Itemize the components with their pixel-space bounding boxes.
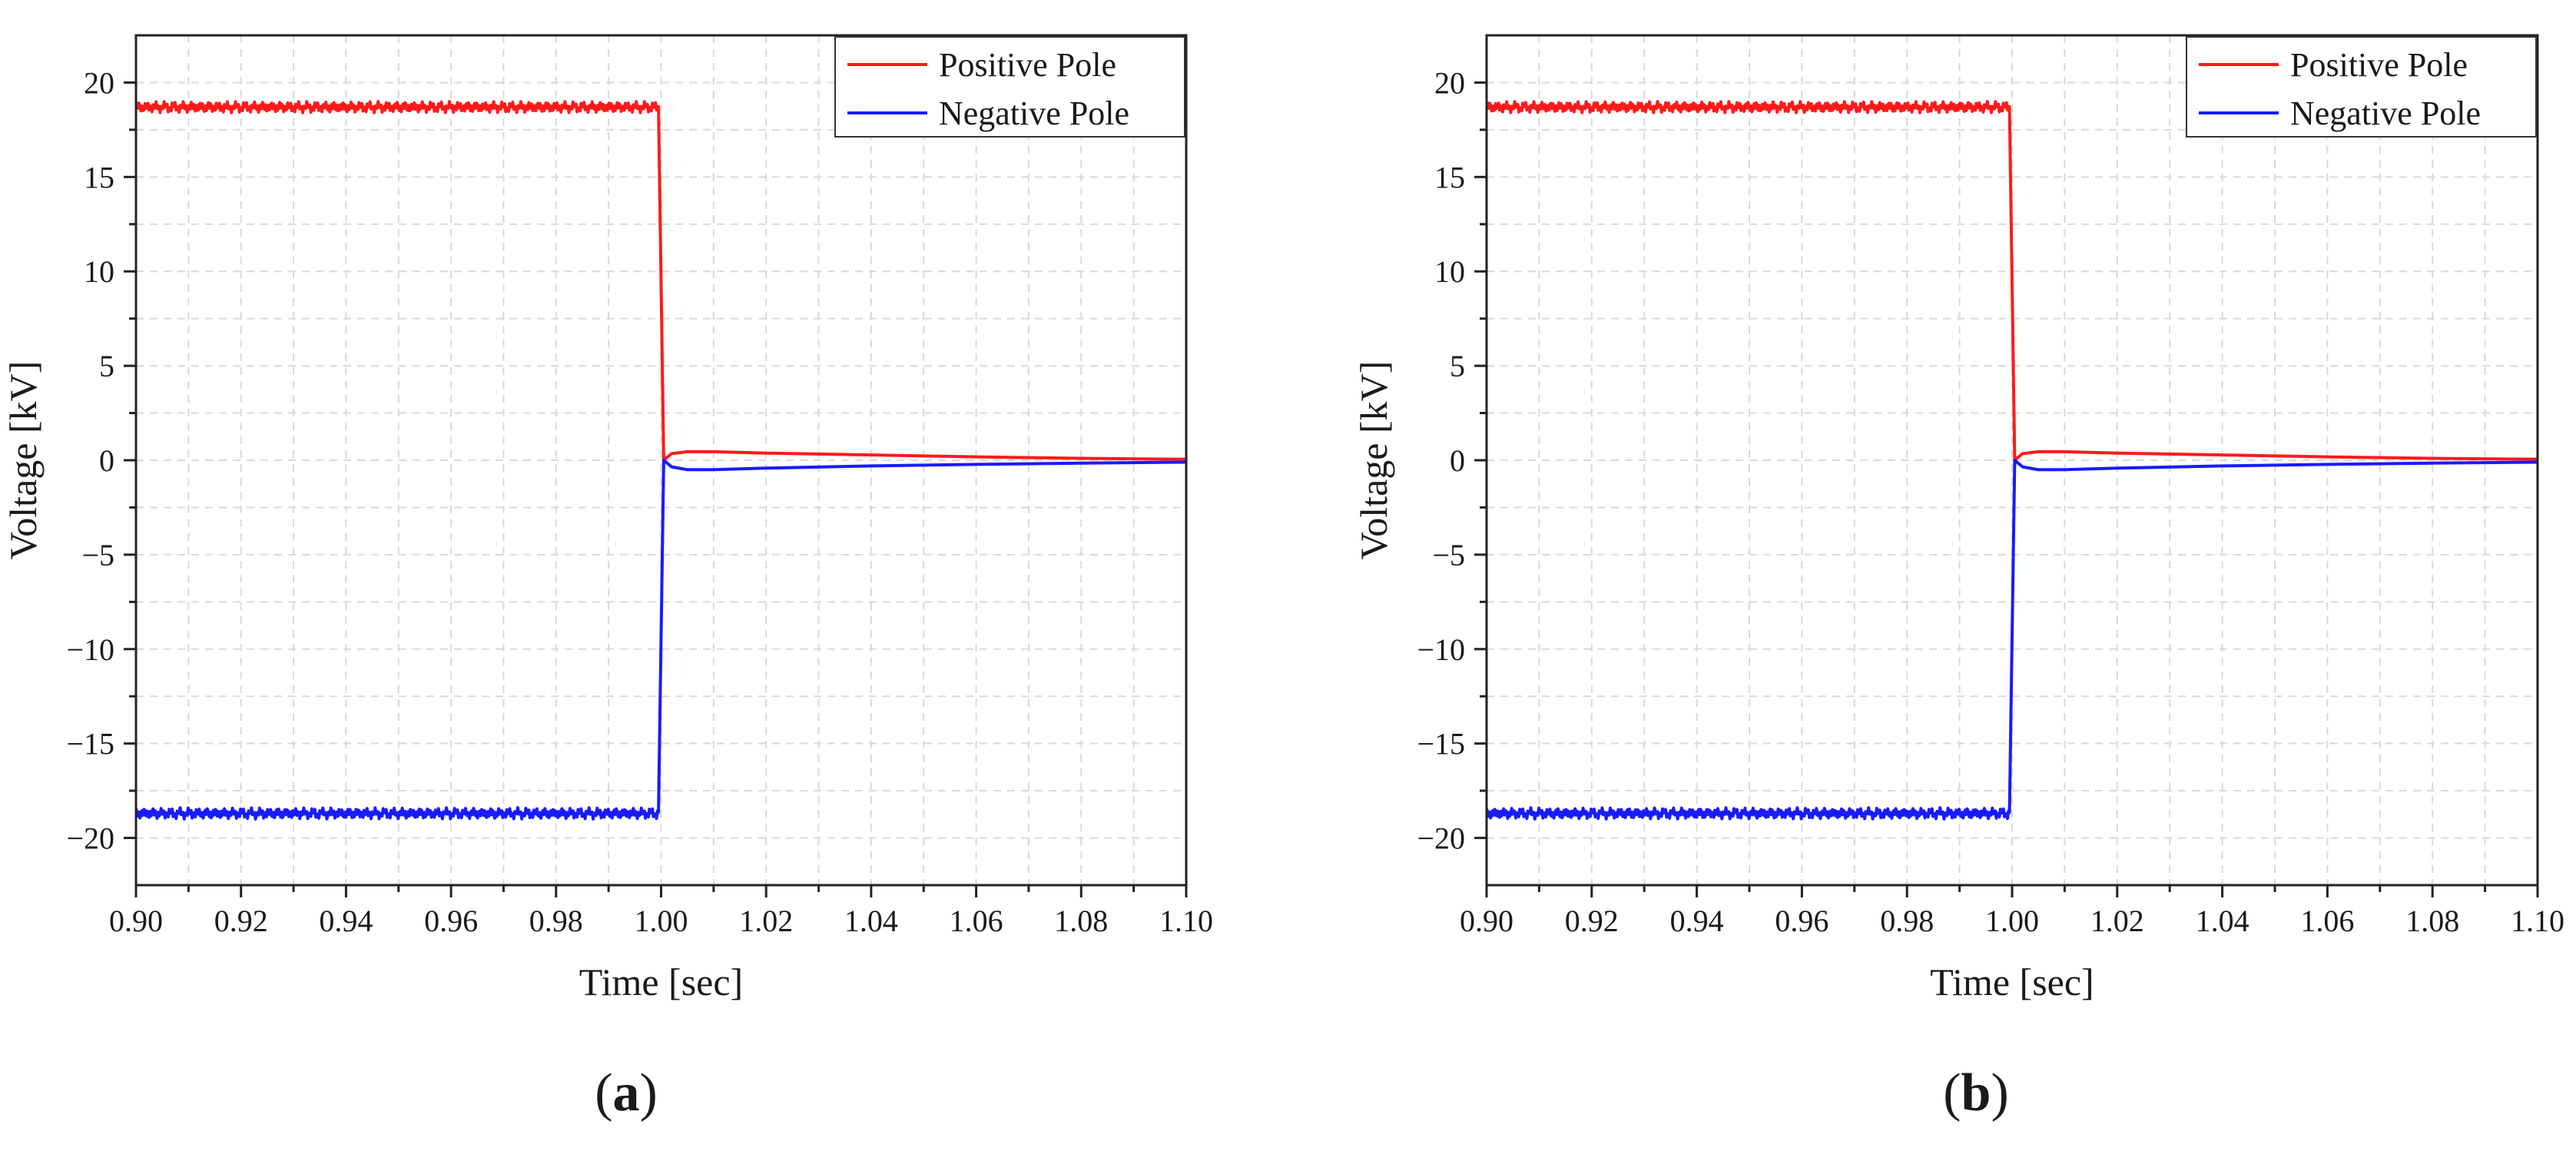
series-group — [1487, 100, 2538, 821]
y-tick-label: −5 — [81, 538, 114, 572]
y-tick-label: 20 — [84, 65, 114, 100]
legend-entry: Positive Pole — [939, 46, 1116, 84]
y-tick-label: −15 — [1417, 727, 1465, 761]
panel-label-open-paren: ( — [1943, 1063, 1961, 1123]
y-tick-label: 15 — [1434, 160, 1465, 194]
chart-panel-b: 0.90 0.92 0.94 0.96 0.98 1.00 1.02 1.04 1.06 1.08… — [1352, 34, 2564, 1123]
x-tick-label: 1.08 — [1054, 904, 1108, 938]
y-tick-label: 5 — [99, 349, 114, 383]
y-tick-label: −15 — [66, 727, 114, 761]
x-tick-label: 1.08 — [2405, 904, 2459, 938]
x-tick-label: 1.06 — [950, 904, 1003, 938]
x-tick-label: 1.00 — [1985, 904, 2039, 938]
y-tick-label: −20 — [1417, 821, 1465, 856]
x-tick-label: 1.04 — [2196, 904, 2249, 938]
gridlines — [1487, 35, 2538, 885]
y-tick-label: −10 — [66, 632, 114, 667]
x-axis: 0.90 0.92 0.94 0.96 0.98 1.00 1.02 1.04 1.06 1.08… — [1460, 885, 2564, 938]
panel-label-open-paren: ( — [595, 1063, 612, 1123]
panel-label: (b) — [1943, 1063, 2009, 1123]
y-tick-label: 5 — [1450, 349, 1465, 383]
x-tick-label: 0.98 — [1880, 904, 1934, 938]
x-tick-label: 0.94 — [1670, 904, 1724, 938]
panel-label-close-paren: ) — [1991, 1063, 2008, 1123]
legend-entry: Positive Pole — [2290, 46, 2468, 84]
y-tick-label: 15 — [84, 160, 114, 194]
x-axis-title: Time [sec] — [579, 960, 743, 1003]
y-axis-title: Voltage [kV] — [2, 361, 45, 560]
x-tick-label: 0.90 — [109, 904, 163, 938]
series-line-negative-pole — [136, 459, 1186, 821]
x-tick-label: 0.92 — [1565, 904, 1619, 938]
panel-label-letter: a — [613, 1063, 640, 1123]
y-tick-label: −10 — [1417, 632, 1465, 667]
x-tick-label: 1.06 — [2300, 904, 2354, 938]
x-axis-title: Time [sec] — [1930, 960, 2094, 1003]
y-tick-label: −5 — [1432, 538, 1465, 572]
x-tick-label: 0.90 — [1460, 904, 1513, 938]
legend: Positive Pole Negative Pole — [2186, 36, 2537, 138]
gridlines — [136, 35, 1186, 885]
panel-label: (a) — [595, 1063, 658, 1123]
panel-label-close-paren: ) — [640, 1063, 658, 1123]
x-axis: 0.90 0.92 0.94 0.96 0.98 1.00 1.02 1.04 1.06 1.08… — [109, 885, 1213, 938]
y-tick-label: 0 — [1450, 443, 1465, 478]
series-line-positive-pole — [1487, 100, 2538, 462]
x-tick-label: 1.04 — [844, 904, 898, 938]
series-line-positive-pole — [136, 100, 1186, 462]
x-tick-label: 0.94 — [319, 904, 373, 938]
chart-panel-a: 0.90 0.92 0.94 0.96 0.98 1.00 1.02 1.04 1.06 1.08… — [2, 34, 1213, 1123]
y-tick-label: 10 — [84, 254, 114, 289]
y-tick-label: −20 — [66, 821, 114, 856]
panel-label-letter: b — [1961, 1063, 1991, 1123]
x-tick-label: 0.96 — [1775, 904, 1828, 938]
y-tick-label: 10 — [1434, 254, 1465, 289]
legend: Positive Pole Negative Pole — [834, 36, 1185, 138]
x-tick-label: 1.10 — [2511, 904, 2564, 938]
y-axis: −20 −15 −10 −5 0 5 10 15 20 — [1417, 65, 1487, 856]
legend-entry: Negative Pole — [2290, 95, 2481, 132]
series-group — [136, 100, 1186, 821]
y-axis-title: Voltage [kV] — [1352, 361, 1395, 560]
x-tick-label: 0.98 — [529, 904, 583, 938]
x-tick-label: 1.02 — [2090, 904, 2144, 938]
x-tick-label: 1.00 — [635, 904, 688, 938]
series-line-negative-pole — [1487, 459, 2538, 821]
legend-entry: Negative Pole — [939, 95, 1129, 132]
x-tick-label: 1.02 — [739, 904, 793, 938]
legend-box — [834, 36, 1185, 138]
y-tick-label: 20 — [1434, 65, 1465, 100]
legend-box — [2186, 36, 2537, 138]
y-axis: −20 −15 −10 −5 0 5 10 15 20 — [66, 65, 136, 856]
x-tick-label: 0.92 — [214, 904, 268, 938]
x-tick-label: 0.96 — [424, 904, 478, 938]
y-tick-label: 0 — [99, 443, 114, 478]
x-tick-label: 1.10 — [1159, 904, 1213, 938]
